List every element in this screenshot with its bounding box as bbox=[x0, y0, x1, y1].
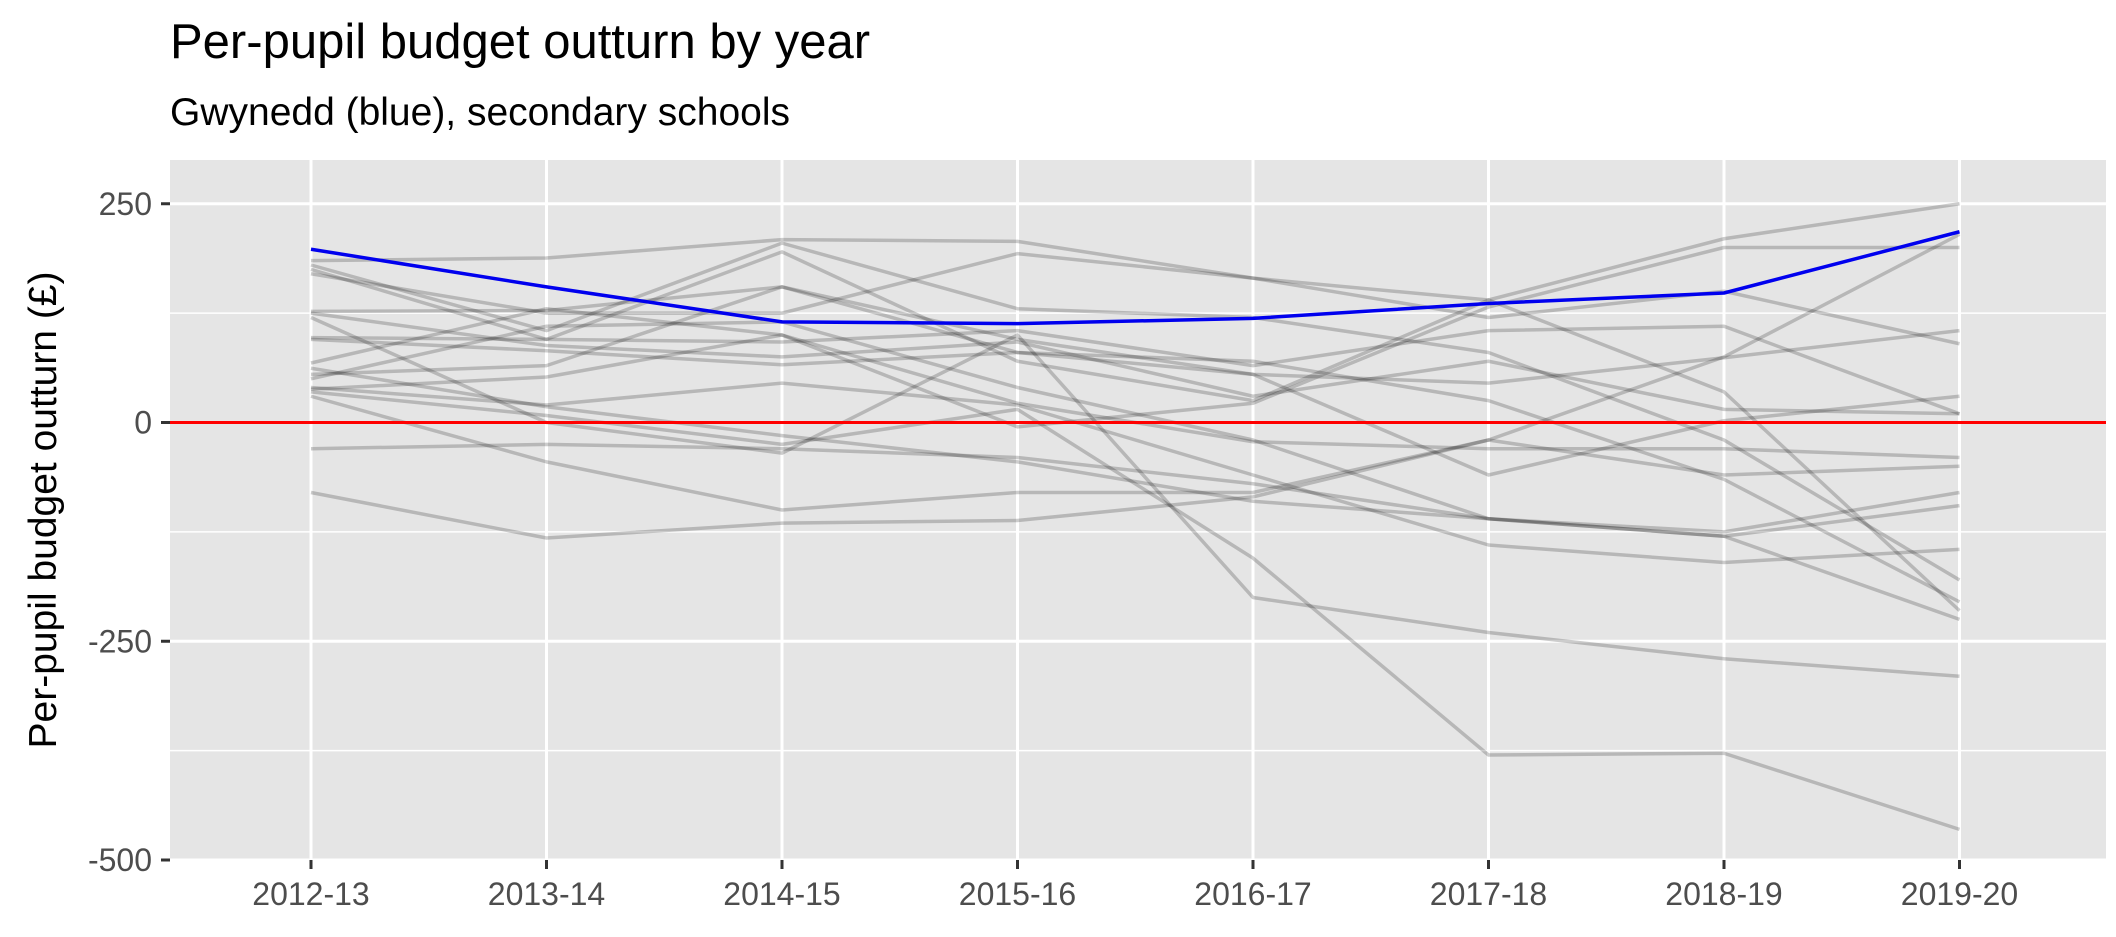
series-line-16 bbox=[310, 442, 1960, 538]
x-tick-label: 2013-14 bbox=[488, 876, 605, 912]
x-tick-label: 2018-19 bbox=[1665, 876, 1782, 912]
y-axis-title: Per-pupil budget outturn (£) bbox=[22, 272, 65, 749]
x-tick-label: 2012-13 bbox=[252, 876, 369, 912]
y-tick-label: -500 bbox=[88, 842, 152, 878]
series-line-3 bbox=[310, 251, 1961, 612]
series-line-15 bbox=[310, 315, 1960, 678]
series-line-4 bbox=[310, 285, 1961, 604]
series-line-5 bbox=[310, 311, 1960, 416]
series-line-11 bbox=[310, 320, 1961, 622]
x-tick-label: 2014-15 bbox=[723, 876, 840, 912]
series-line-7 bbox=[310, 328, 1960, 385]
x-tick-label: 2015-16 bbox=[959, 876, 1076, 912]
y-tick-label: 0 bbox=[134, 405, 152, 441]
series-line-17 bbox=[310, 438, 1960, 540]
y-tick-label: -250 bbox=[88, 623, 152, 659]
x-tick-label: 2019-20 bbox=[1901, 876, 2018, 912]
series-line-6 bbox=[310, 324, 1961, 416]
x-tick-label: 2016-17 bbox=[1194, 876, 1311, 912]
series-lines bbox=[310, 202, 1961, 832]
y-axis: 250 0 -250 -500 bbox=[88, 186, 170, 878]
series-line-gwynedd bbox=[310, 230, 1960, 326]
grid-minor bbox=[170, 312, 2106, 752]
series-line-9 bbox=[310, 366, 1960, 534]
series-line-13 bbox=[310, 245, 1960, 429]
chart-title: Per-pupil budget outturn by year bbox=[170, 15, 870, 69]
series-line-1 bbox=[310, 241, 1961, 582]
series-line-10 bbox=[310, 285, 1960, 477]
chart-subtitle: Gwynedd (blue), secondary schools bbox=[170, 91, 790, 134]
x-axis: 2012-13 2013-14 2014-15 2015-16 2016-17 2017-… bbox=[252, 860, 2018, 912]
series-line-12 bbox=[310, 381, 1960, 565]
series-line-2 bbox=[310, 202, 1960, 403]
y-tick-label: 250 bbox=[99, 186, 152, 222]
x-tick-label: 2017-18 bbox=[1430, 876, 1547, 912]
series-line-18 bbox=[310, 232, 1961, 512]
grid-major bbox=[170, 160, 2106, 862]
series-line-14 bbox=[310, 390, 1961, 832]
